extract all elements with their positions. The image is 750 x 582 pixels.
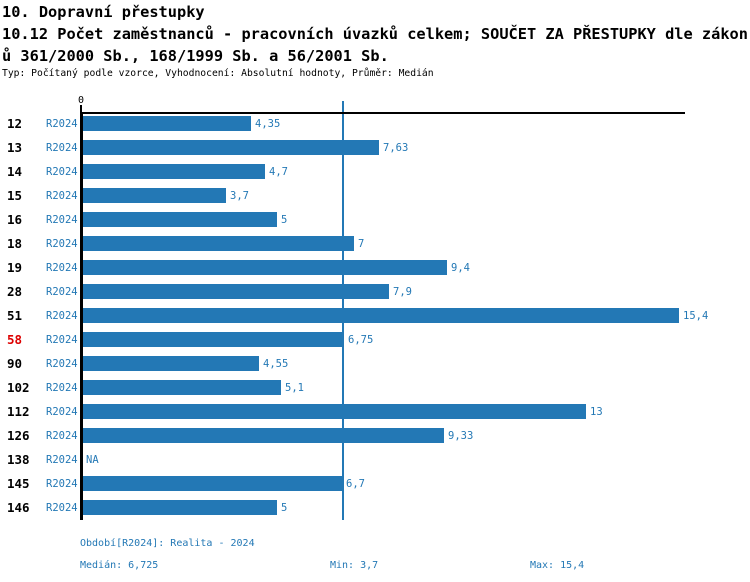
bar-14 bbox=[83, 164, 265, 179]
row-series-label: R2024 bbox=[46, 406, 78, 418]
bar-18 bbox=[83, 236, 354, 251]
row-series-label: R2024 bbox=[46, 310, 78, 322]
chart-title: 10. Dopravní přestupky bbox=[2, 3, 205, 21]
bar-112 bbox=[83, 404, 586, 419]
row-series-label: R2024 bbox=[46, 214, 78, 226]
row-label-28: 28 bbox=[7, 284, 23, 299]
bar-90 bbox=[83, 356, 259, 371]
row-label-102: 102 bbox=[7, 380, 30, 395]
row-label-18: 18 bbox=[7, 236, 23, 251]
bar-value-label: 7 bbox=[358, 238, 365, 250]
row-label-19: 19 bbox=[7, 260, 23, 275]
row-series-label: R2024 bbox=[46, 382, 78, 394]
bar-145 bbox=[83, 476, 342, 491]
row-series-label: R2024 bbox=[46, 262, 78, 274]
footer-max: Max: 15,4 bbox=[530, 560, 585, 571]
bar-value-label: 5 bbox=[281, 502, 288, 514]
bar-15 bbox=[83, 188, 226, 203]
chart-subtitle-line2: ů 361/2000 Sb., 168/1999 Sb. a 56/2001 S… bbox=[2, 47, 389, 65]
row-label-15: 15 bbox=[7, 188, 23, 203]
row-series-label: R2024 bbox=[46, 238, 78, 250]
row-series-label: R2024 bbox=[46, 142, 78, 154]
row-series-label: R2024 bbox=[46, 478, 78, 490]
bar-value-label: 4,7 bbox=[269, 166, 288, 178]
row-label-138: 138 bbox=[7, 452, 30, 467]
bar-value-label: 9,33 bbox=[448, 430, 474, 442]
bar-value-label: 13 bbox=[590, 406, 603, 418]
bar-value-label: 4,55 bbox=[263, 358, 289, 370]
row-series-label: R2024 bbox=[46, 118, 78, 130]
row-series-label: R2024 bbox=[46, 166, 78, 178]
bar-146 bbox=[83, 500, 277, 515]
row-series-label: R2024 bbox=[46, 454, 78, 466]
row-series-label: R2024 bbox=[46, 502, 78, 514]
bar-value-label: 9,4 bbox=[451, 262, 470, 274]
row-label-112: 112 bbox=[7, 404, 30, 419]
x-axis-line bbox=[81, 112, 685, 114]
row-label-16: 16 bbox=[7, 212, 23, 227]
bar-58 bbox=[83, 332, 344, 347]
bar-126 bbox=[83, 428, 444, 443]
bar-value-label: 6,75 bbox=[348, 334, 374, 346]
footer-min: Min: 3,7 bbox=[330, 560, 379, 571]
bar-51 bbox=[83, 308, 679, 323]
row-label-12: 12 bbox=[7, 116, 23, 131]
bar-16 bbox=[83, 212, 277, 227]
x-axis-zero-label: 0 bbox=[77, 95, 85, 106]
y-axis-line bbox=[80, 112, 83, 520]
bar-102 bbox=[83, 380, 281, 395]
bar-value-label: 3,7 bbox=[230, 190, 249, 202]
bar-value-label: 7,63 bbox=[383, 142, 409, 154]
row-label-90: 90 bbox=[7, 356, 23, 371]
x-axis-zero-tick bbox=[80, 105, 82, 113]
row-label-58: 58 bbox=[7, 332, 23, 347]
bar-19 bbox=[83, 260, 447, 275]
row-label-13: 13 bbox=[7, 140, 23, 155]
bar-28 bbox=[83, 284, 389, 299]
bar-value-label: 4,35 bbox=[255, 118, 281, 130]
bar-12 bbox=[83, 116, 251, 131]
bar-value-label: 6,7 bbox=[346, 478, 365, 490]
chart-meta-info: Typ: Počítaný podle vzorce, Vyhodnocení:… bbox=[2, 68, 434, 79]
bar-value-label: 15,4 bbox=[683, 310, 709, 322]
row-series-label: R2024 bbox=[46, 190, 78, 202]
bar-13 bbox=[83, 140, 379, 155]
row-series-label: R2024 bbox=[46, 358, 78, 370]
row-label-145: 145 bbox=[7, 476, 30, 491]
bar-value-label: 5,1 bbox=[285, 382, 304, 394]
row-series-label: R2024 bbox=[46, 334, 78, 346]
bar-value-label: 7,9 bbox=[393, 286, 412, 298]
chart-subtitle-line1: 10.12 Počet zaměstnanců - pracovních úva… bbox=[2, 25, 748, 43]
row-label-51: 51 bbox=[7, 308, 23, 323]
row-series-label: R2024 bbox=[46, 430, 78, 442]
bar-value-label: NA bbox=[86, 454, 99, 466]
row-label-146: 146 bbox=[7, 500, 30, 515]
row-label-14: 14 bbox=[7, 164, 23, 179]
bar-value-label: 5 bbox=[281, 214, 288, 226]
footer-period: Období[R2024]: Realita - 2024 bbox=[80, 538, 255, 549]
footer-median: Medián: 6,725 bbox=[80, 560, 159, 571]
row-series-label: R2024 bbox=[46, 286, 78, 298]
row-label-126: 126 bbox=[7, 428, 30, 443]
